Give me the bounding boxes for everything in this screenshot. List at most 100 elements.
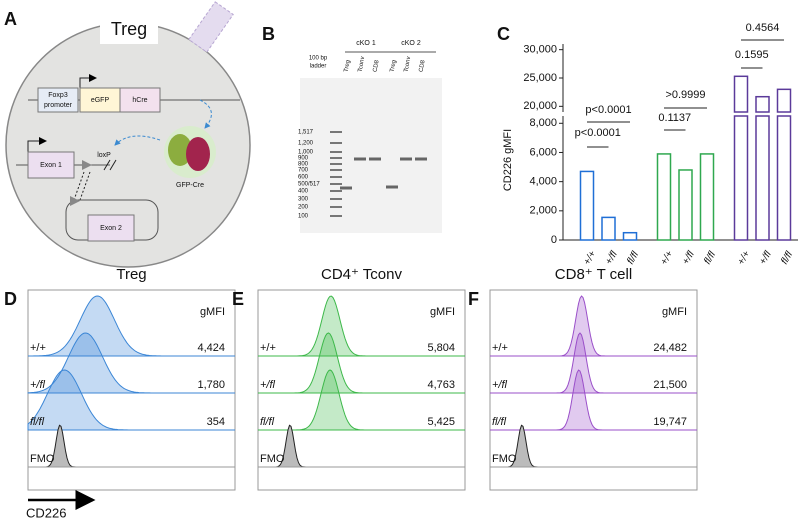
group-label: cKO 2: [401, 40, 421, 47]
y-axis-label: CD226 gMFI: [502, 129, 514, 191]
ladder-size: 1,000: [298, 150, 314, 156]
gmfi-value: 4,763: [427, 379, 455, 391]
arrow: [114, 135, 161, 146]
loxp: loxP: [97, 152, 111, 159]
panel-label: A: [4, 9, 17, 29]
hist-title: CD4⁺ Tconv: [321, 266, 403, 283]
p-value: >0.9999: [665, 89, 705, 101]
egfp: eGFP: [91, 97, 110, 104]
ladder-band: [330, 157, 342, 159]
gel-band: [369, 157, 381, 161]
p-value: p<0.0001: [575, 127, 621, 139]
exon1: Exon 1: [40, 162, 62, 169]
hist-title: Treg: [116, 266, 146, 283]
panel-label: C: [497, 24, 510, 44]
bar: [755, 95, 770, 113]
row-label: +/fl: [260, 379, 276, 391]
gel-band: [340, 186, 352, 190]
bar-lower: [776, 115, 792, 241]
y-tick-label: 25,000: [523, 72, 557, 84]
bar: [733, 75, 749, 113]
panel-label: B: [262, 24, 275, 44]
bar: [776, 88, 792, 113]
ladder-band: [330, 142, 342, 144]
gmfi-header: gMFI: [430, 306, 455, 318]
row-label: fl/fl: [492, 416, 507, 428]
x-tick-label: +/+: [582, 249, 599, 267]
bar: [601, 216, 616, 241]
lane-label: Treg: [344, 60, 352, 73]
ladder-band: [330, 163, 342, 165]
protein: [168, 134, 192, 166]
ladder-title: 100 bp: [309, 56, 328, 62]
row-label: +/+: [492, 342, 508, 354]
ladder-band: [330, 131, 342, 133]
x-axis-label: CD226: [26, 505, 66, 520]
gmfi-value: 1,780: [197, 379, 225, 391]
ladder-size: 900: [298, 156, 309, 162]
gmfi-value: 24,482: [653, 342, 687, 354]
gel: [300, 78, 442, 233]
dashed: [73, 171, 85, 201]
panel-b: B 100 bp ladder cKO 1 cKO 2 1,517 1,200 1,…: [262, 24, 442, 233]
row-label: +/fl: [492, 379, 508, 391]
hist-frame: [489, 289, 698, 491]
gmfi-header: gMFI: [200, 306, 225, 318]
loxp-triangle: [82, 160, 92, 170]
group-label: cKO 1: [356, 40, 376, 47]
gmfi-value: 19,747: [653, 416, 687, 428]
ladder-size: 500/517: [298, 182, 320, 188]
panel-a: A Treg Foxp3 promoter eGFP hCre GFP-Cre …: [4, 1, 251, 268]
fmo-curve: [490, 424, 697, 468]
ladder-band: [330, 190, 342, 192]
lane-label: Tconv: [358, 56, 367, 72]
x-tick-label: +/fl: [603, 249, 620, 267]
gmfi-value: 21,500: [653, 379, 687, 391]
hcre: hCre: [132, 97, 147, 104]
lane-label: Treg: [390, 60, 398, 73]
histograms: D Treg gMFI 4,424 +/+ 1,780 +/fl 354 fl/fl FMO CD2…: [4, 266, 698, 520]
cell-label-box: [100, 14, 158, 44]
gmfi-header: gMFI: [662, 306, 687, 318]
ladder-size: 400: [298, 189, 309, 195]
x-tick-label: fl/fl: [779, 249, 795, 266]
ladder-band: [330, 198, 342, 200]
x-tick-label: fl/fl: [625, 249, 641, 266]
p-value: p<0.0001: [585, 104, 631, 116]
break: [103, 159, 117, 171]
promoter-box: [37, 87, 79, 113]
exon2-box: [87, 214, 135, 242]
tss-arrow: [27, 137, 47, 153]
promoter-text: promoter: [44, 102, 73, 109]
ladder-size: 1,517: [298, 130, 314, 136]
row-label: +/+: [260, 342, 276, 354]
ladder-band: [330, 176, 342, 178]
bar: [678, 169, 693, 241]
p-value: 0.4564: [746, 22, 780, 34]
y-tick-label: 4,000: [529, 176, 557, 188]
bar: [699, 153, 715, 241]
gel-band: [354, 157, 366, 161]
y-tick-label: 30,000: [523, 44, 557, 56]
panel-c: C CD226 gMFI 0 2,000 4,000 6,000 8,000 20,000…: [497, 22, 798, 267]
tss-arrow: [79, 74, 97, 88]
promoter-text: Foxp3: [48, 92, 68, 99]
panel-label: E: [232, 289, 244, 309]
ladder-band: [330, 151, 342, 153]
egfp-box: [79, 87, 121, 113]
gfp-cre: GFP-Cre: [176, 182, 204, 189]
fmo-curve: [258, 424, 465, 468]
y-tick-label: 8,000: [529, 117, 557, 129]
arrow: [199, 99, 212, 129]
gmfi-value: 354: [207, 416, 225, 428]
row-label: +/+: [30, 342, 46, 354]
gel-band: [386, 185, 398, 189]
ladder-band: [330, 215, 342, 217]
exon2: Exon 2: [100, 225, 122, 232]
bar: [622, 231, 638, 241]
x-tick-label: +/fl: [680, 249, 697, 267]
y-tick-label: 2,000: [529, 205, 557, 217]
y-tick-label: 20,000: [523, 100, 557, 112]
hist-frame: [27, 289, 236, 491]
bar: [579, 170, 595, 241]
